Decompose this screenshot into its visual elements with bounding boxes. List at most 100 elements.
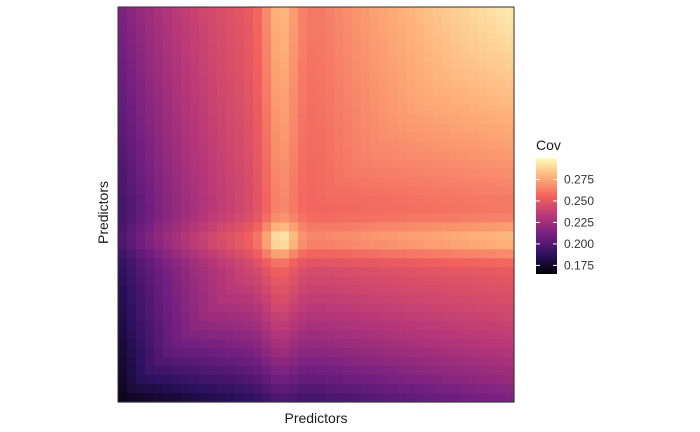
heatmap-cell: [451, 240, 461, 250]
heatmap-cell: [388, 348, 398, 358]
heatmap-cell: [343, 339, 353, 349]
heatmap-cell: [271, 15, 281, 26]
heatmap-cell: [370, 78, 380, 89]
heatmap-cell: [325, 231, 335, 242]
heatmap-cell: [118, 204, 128, 215]
heatmap-cell: [181, 231, 191, 242]
heatmap-cell: [397, 339, 407, 349]
legend-tick-label: 0.275: [564, 172, 594, 186]
heatmap-cell: [424, 276, 434, 286]
heatmap-cell: [397, 159, 407, 170]
heatmap-cell: [181, 141, 191, 152]
heatmap-cell: [226, 159, 236, 170]
heatmap-cell: [271, 240, 281, 250]
heatmap-cell: [217, 285, 227, 295]
heatmap-cell: [388, 357, 398, 367]
heatmap-cell: [325, 285, 335, 295]
heatmap-cell: [154, 321, 164, 331]
heatmap-cell: [433, 87, 443, 98]
heatmap-cell: [298, 357, 308, 367]
heatmap-cell: [154, 87, 164, 98]
heatmap-cell: [406, 204, 416, 215]
heatmap-cell: [442, 267, 452, 277]
heatmap-cell: [379, 96, 389, 107]
heatmap-cell: [505, 186, 515, 197]
heatmap-cell: [217, 375, 227, 385]
heatmap-cell: [505, 132, 515, 143]
heatmap-cell: [289, 294, 299, 304]
heatmap-cell: [478, 96, 488, 107]
heatmap-cell: [487, 285, 497, 295]
heatmap-cell: [136, 195, 146, 206]
heatmap-cell: [154, 375, 164, 385]
heatmap-cell: [217, 159, 227, 170]
heatmap-cell: [163, 123, 173, 134]
heatmap-cell: [181, 294, 191, 304]
heatmap-cell: [235, 105, 245, 116]
heatmap-cell: [451, 7, 461, 17]
heatmap-cell: [379, 132, 389, 143]
heatmap-cell: [361, 222, 371, 233]
heatmap-cell: [298, 321, 308, 331]
heatmap-cell: [316, 15, 326, 26]
heatmap-cell: [433, 330, 443, 340]
heatmap-cell: [442, 231, 452, 242]
heatmap-cell: [271, 339, 281, 349]
heatmap-cell: [442, 141, 452, 152]
heatmap-cell: [361, 159, 371, 170]
heatmap-cell: [415, 366, 425, 376]
heatmap-cell: [406, 195, 416, 206]
heatmap-cell: [370, 168, 380, 179]
heatmap-cell: [262, 51, 272, 62]
heatmap-cell: [388, 159, 398, 170]
heatmap-cell: [370, 384, 380, 394]
heatmap-cell: [496, 69, 506, 80]
heatmap-cell: [415, 159, 425, 170]
heatmap-cell: [487, 51, 497, 62]
heatmap-cell: [154, 249, 164, 259]
heatmap-cell: [127, 204, 137, 215]
heatmap-cell: [235, 393, 245, 403]
heatmap-cell: [325, 132, 335, 143]
heatmap-cell: [379, 348, 389, 358]
heatmap-cell: [406, 78, 416, 89]
heatmap-cell: [307, 96, 317, 107]
heatmap-cell: [217, 321, 227, 331]
heatmap-cell: [442, 357, 452, 367]
heatmap-cell: [397, 96, 407, 107]
heatmap-cell: [487, 240, 497, 250]
heatmap-cell: [307, 123, 317, 134]
heatmap-cell: [262, 303, 272, 313]
heatmap-cell: [190, 393, 200, 403]
heatmap-cell: [433, 7, 443, 17]
heatmap-cell: [199, 294, 209, 304]
heatmap-cell: [307, 159, 317, 170]
heatmap-cell: [145, 204, 155, 215]
heatmap-cell: [379, 150, 389, 161]
heatmap-cell: [316, 69, 326, 80]
heatmap-cell: [235, 375, 245, 385]
heatmap-cell: [334, 384, 344, 394]
heatmap-cell: [415, 114, 425, 125]
heatmap-cell: [415, 393, 425, 403]
heatmap-cell: [505, 177, 515, 188]
heatmap-cell: [487, 123, 497, 134]
heatmap-cell: [199, 114, 209, 125]
heatmap-cell: [433, 186, 443, 197]
heatmap-cell: [136, 204, 146, 215]
heatmap-cell: [424, 33, 434, 44]
heatmap-cell: [370, 348, 380, 358]
heatmap-cell: [415, 303, 425, 313]
heatmap-cell: [235, 15, 245, 26]
heatmap-cell: [361, 105, 371, 116]
heatmap-cell: [334, 177, 344, 188]
heatmap-cell: [208, 312, 218, 322]
heatmap-cell: [190, 348, 200, 358]
heatmap-cell: [190, 366, 200, 376]
heatmap-cell: [307, 213, 317, 224]
heatmap-cell: [424, 249, 434, 259]
heatmap-cell: [181, 222, 191, 233]
heatmap-cell: [460, 168, 470, 179]
heatmap-cell: [244, 375, 254, 385]
heatmap-cell: [262, 258, 272, 268]
